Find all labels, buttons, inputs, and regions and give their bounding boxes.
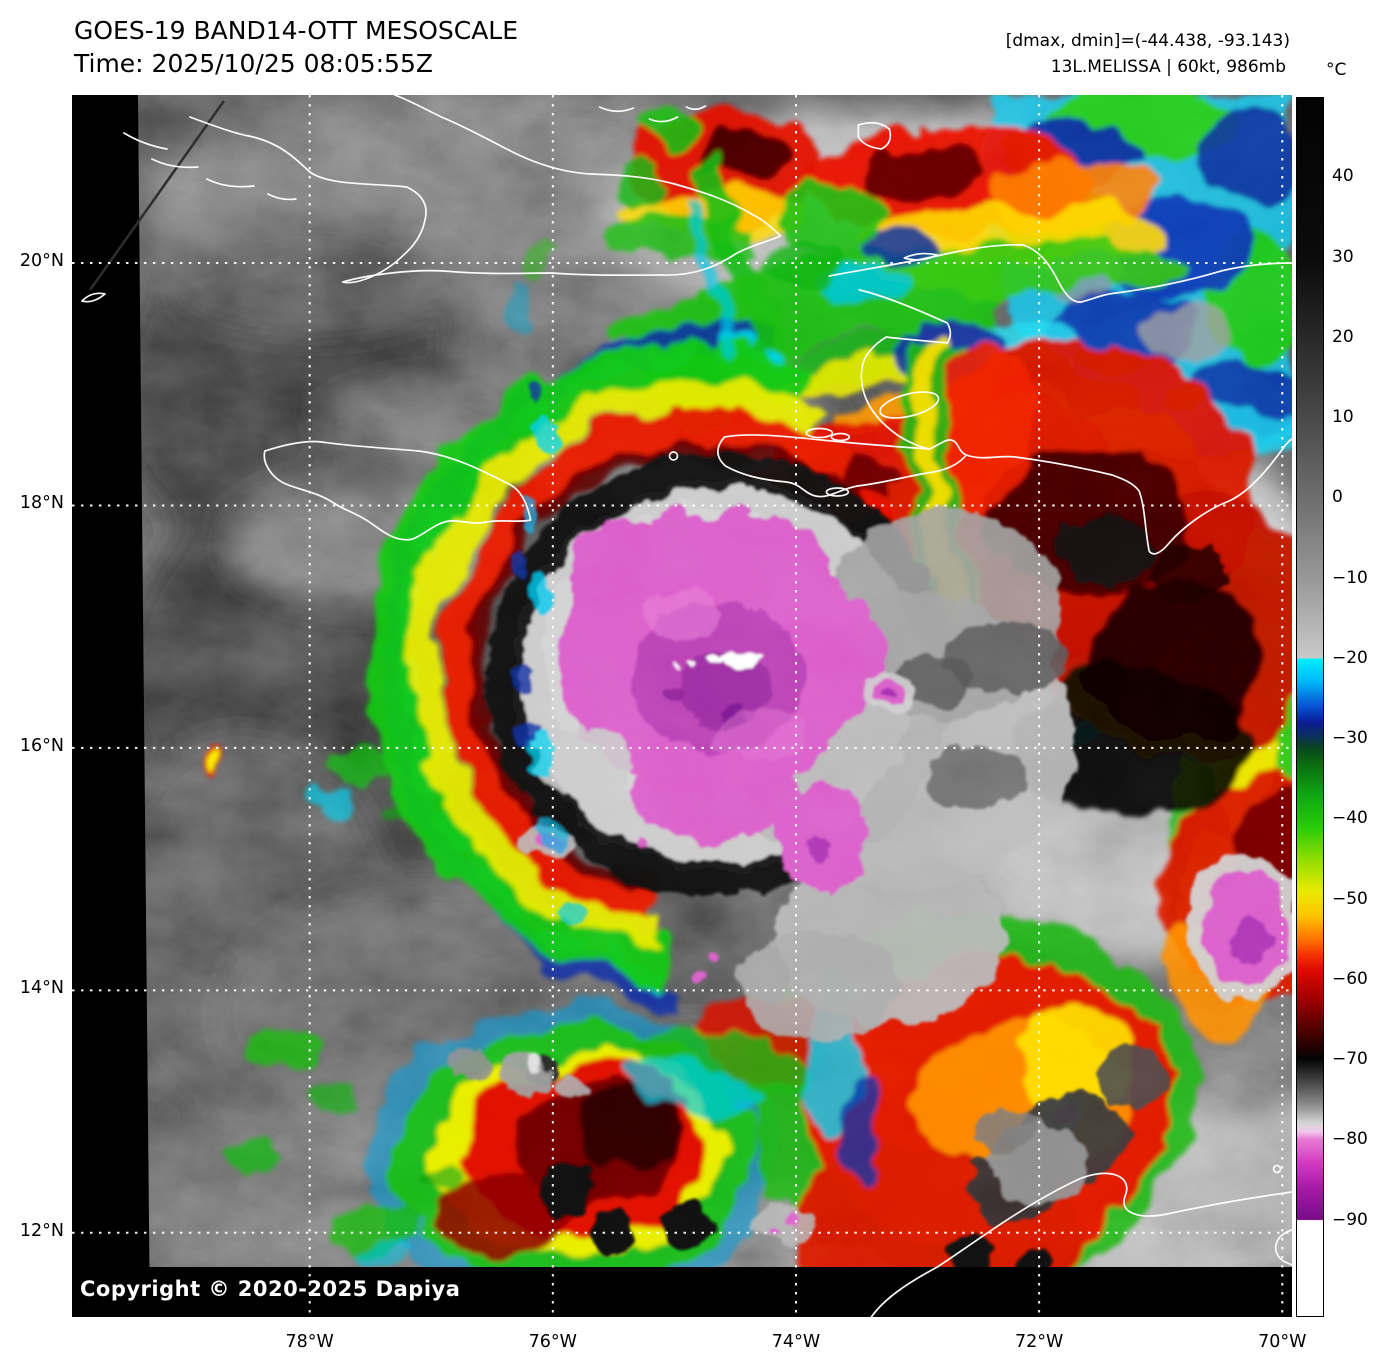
aruba [1272, 1164, 1282, 1174]
hispaniola-south-coast [928, 438, 1292, 555]
copyright-label: Copyright © 2020-2025 Dapiya [80, 1277, 461, 1301]
no-data-regions [72, 95, 1292, 1317]
cayemites [805, 427, 834, 439]
tiburon-north-shore [723, 434, 931, 450]
satellite-image [72, 95, 1292, 1317]
cayemites-2 [830, 432, 851, 442]
colorbar-tick-20: 20 [1332, 326, 1354, 347]
great-inagua [857, 121, 892, 150]
coast-cuba-south [189, 116, 782, 284]
lat-label-14°N: 14°N [19, 978, 64, 999]
colorbar-tick--60: −60 [1332, 968, 1368, 989]
navassa [668, 451, 679, 461]
colorbar-tick-30: 30 [1332, 246, 1354, 267]
storm-info-label: 13L.MELISSA | 60kt, 986mb [1050, 57, 1286, 77]
colorbar-tick--70: −70 [1332, 1049, 1368, 1070]
colorbar-tick--10: −10 [1332, 567, 1368, 588]
lat-label-12°N: 12°N [19, 1220, 64, 1241]
colorbar-tick--40: −40 [1332, 808, 1368, 829]
colorbar-tick--80: −80 [1332, 1129, 1368, 1150]
lon-label-72°W: 72°W [1014, 1332, 1064, 1352]
colorbar-tick-0: 0 [1332, 487, 1343, 508]
ile-a-vache [825, 487, 850, 497]
colorbar-tick--20: −20 [1332, 647, 1368, 668]
colorbar-tick--30: −30 [1332, 728, 1368, 749]
coastlines [81, 95, 1292, 1317]
scan-edge-line [88, 100, 225, 291]
cuba-keys [123, 105, 707, 201]
lon-label-74°W: 74°W [771, 1332, 821, 1352]
tiburon-south-shore [717, 436, 968, 498]
colorbar-tick-10: 10 [1332, 407, 1354, 428]
grid-lines [72, 95, 1292, 1317]
lon-label-76°W: 76°W [528, 1332, 577, 1352]
cayman-brac [81, 292, 106, 303]
dmax-dmin-readout: [dmax, dmin]=(-44.438, -93.143) [1005, 31, 1290, 51]
colorbar-tick--50: −50 [1332, 888, 1368, 909]
lat-label-18°N: 18°N [19, 493, 64, 514]
gonave-island [879, 391, 940, 419]
colorbar-unit-label: °C [1326, 60, 1347, 80]
haiti-nw-peninsula [858, 289, 952, 450]
satellite-map [72, 95, 1292, 1317]
lon-label-70°W: 70°W [1258, 1332, 1307, 1352]
lat-label-16°N: 16°N [19, 735, 64, 756]
jamaica [263, 440, 532, 541]
texture-overlay [126, 95, 1292, 1275]
lat-label-20°N: 20°N [19, 251, 64, 271]
page-title: GOES-19 BAND14-OTT MESOSCALE [74, 16, 519, 45]
hispaniola-north-coast [828, 243, 1292, 303]
colorbar-tick-40: 40 [1332, 166, 1354, 187]
timestamp-label: Time: 2025/10/25 08:05:55Z [74, 49, 433, 78]
lon-label-78°W: 78°W [285, 1332, 334, 1352]
coast-cuba-north [393, 95, 782, 237]
colorbar [1296, 97, 1324, 1317]
colorbar-tick--90: −90 [1332, 1209, 1368, 1230]
